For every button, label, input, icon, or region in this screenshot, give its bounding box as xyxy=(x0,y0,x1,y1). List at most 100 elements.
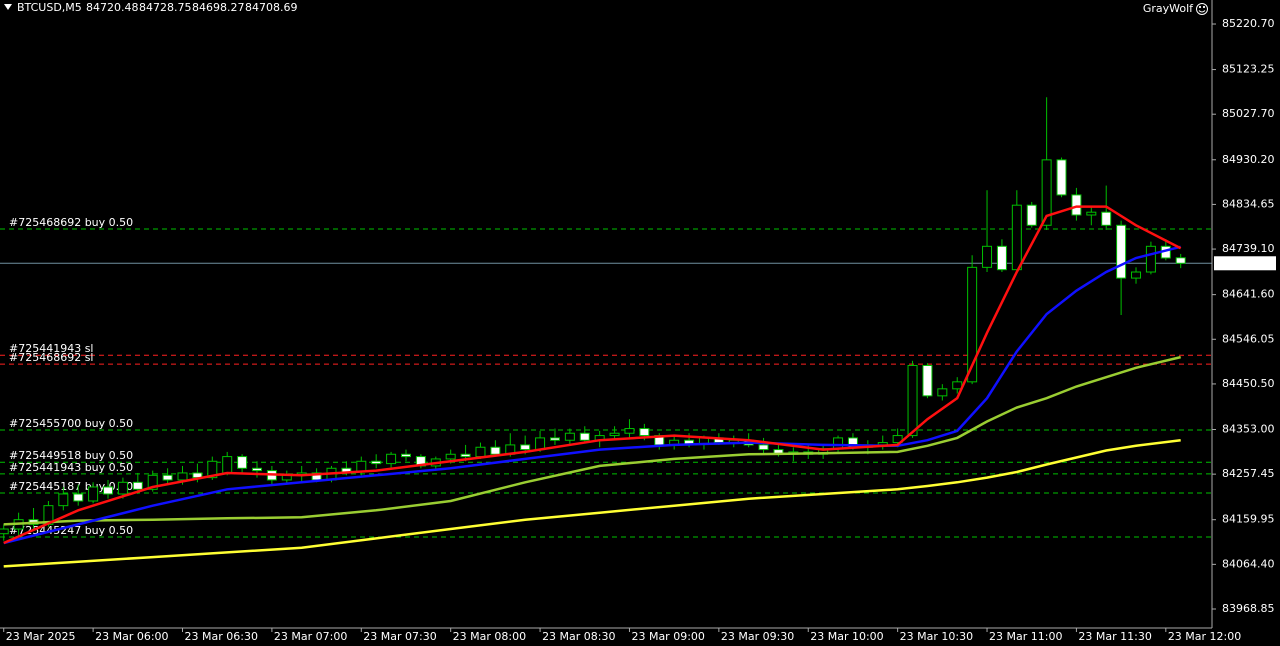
order-label: #725449518 buy 0.50 xyxy=(9,449,133,462)
candle-body xyxy=(564,432,575,441)
y-tick-label: 84450.50 xyxy=(1222,377,1275,390)
candle-body xyxy=(1056,159,1067,196)
x-tick-label: 23 Mar 11:00 xyxy=(989,630,1062,643)
candle-body xyxy=(520,444,531,451)
header-close: 84708.69 xyxy=(245,1,298,14)
candle-body xyxy=(952,381,963,390)
candle-body xyxy=(937,388,948,397)
candle-body xyxy=(579,432,590,441)
order-label: #725445187 buy 0.50 xyxy=(9,480,133,493)
candle-body xyxy=(237,456,248,469)
candle-body xyxy=(1116,224,1127,279)
plot: #725468692 buy 0.50 #725441943 sl#7254686… xyxy=(0,97,1212,568)
candle-body xyxy=(624,428,635,434)
y-tick-label: 85027.70 xyxy=(1222,107,1275,120)
candle-body xyxy=(0,528,9,535)
candle-body xyxy=(475,446,486,458)
menu-arrow[interactable] xyxy=(4,4,12,10)
candle-body xyxy=(892,435,903,444)
candle-body xyxy=(88,486,99,502)
x-tick-label: 23 Mar 12:00 xyxy=(1168,630,1241,643)
x-tick-label: 23 Mar 08:30 xyxy=(542,630,615,643)
x-tick-label: 23 Mar 07:30 xyxy=(363,630,436,643)
candle-body xyxy=(922,364,933,397)
candle-body xyxy=(1026,204,1037,226)
y-tick-label: 84834.65 xyxy=(1222,197,1275,210)
x-tick-label: 23 Mar 09:30 xyxy=(721,630,794,643)
moving-average xyxy=(3,438,1181,568)
candle-body xyxy=(549,437,560,441)
candle-body xyxy=(58,493,69,507)
y-tick-label: 85123.25 xyxy=(1222,63,1275,76)
header-low: 84698.27 xyxy=(192,1,245,14)
x-tick-label: 23 Mar 08:00 xyxy=(453,630,526,643)
moving-average xyxy=(3,355,1181,526)
x-tick-label: 23 Mar 07:00 xyxy=(274,630,347,643)
candle-body xyxy=(386,453,397,465)
y-tick-label: 84641.60 xyxy=(1222,288,1275,301)
order-label: #725441943 buy 0.50 xyxy=(9,461,133,474)
x-tick-label: 23 Mar 09:00 xyxy=(631,630,704,643)
candle-body xyxy=(1175,257,1186,264)
candle-body xyxy=(1145,245,1156,273)
smiley xyxy=(1196,3,1208,15)
x-tick-label: 23 Mar 10:30 xyxy=(900,630,973,643)
y-tick-label: 85220.70 xyxy=(1222,17,1275,30)
candle-body xyxy=(445,453,456,460)
candle-body xyxy=(639,428,650,437)
header-open: 84720.48 xyxy=(86,1,139,14)
candle-body xyxy=(1086,211,1097,216)
candle-body xyxy=(400,453,411,458)
x-tick-label: 23 Mar 11:30 xyxy=(1078,630,1151,643)
candle-body xyxy=(222,456,233,474)
x-tick-label: 23 Mar 2025 xyxy=(6,630,76,643)
order-label: #725468692 buy 0.50 xyxy=(9,216,133,229)
candle-body xyxy=(1041,159,1052,226)
candle-body xyxy=(460,453,471,458)
x-tick-label: 23 Mar 10:00 xyxy=(810,630,883,643)
candle-body xyxy=(907,364,918,437)
y-tick-label: 84159.95 xyxy=(1222,513,1275,526)
candle-body xyxy=(207,460,218,479)
brand: GrayWolf xyxy=(1143,2,1194,15)
candle-body xyxy=(833,437,844,450)
y-tick-label: 84930.20 xyxy=(1222,153,1275,166)
candle-body xyxy=(371,460,382,465)
candle-body xyxy=(1101,211,1112,226)
candle-body xyxy=(117,481,128,495)
candle-body xyxy=(162,474,173,481)
candle-body xyxy=(103,486,114,495)
candle-body xyxy=(147,474,158,490)
candle-body xyxy=(967,266,978,383)
price-label: 84708.69 xyxy=(1218,256,1271,269)
order-label: #725455700 buy 0.50 xyxy=(9,417,133,430)
symbol: BTCUSD,M5 xyxy=(17,1,82,14)
y-tick-label: 84353.00 xyxy=(1222,422,1275,435)
candle-body xyxy=(252,467,263,472)
candle-body xyxy=(73,493,84,502)
moving-average xyxy=(3,205,1182,545)
candle-body xyxy=(132,481,143,490)
y-tick-label: 84257.45 xyxy=(1222,467,1275,480)
candle-body xyxy=(758,444,769,451)
candle-body xyxy=(609,432,620,437)
order-label: #725468692 sl xyxy=(9,351,94,364)
candle-body xyxy=(1071,194,1082,216)
x-tick-label: 23 Mar 06:30 xyxy=(185,630,258,643)
candle-body xyxy=(490,446,501,455)
y-tick-label: 83968.85 xyxy=(1222,602,1275,615)
y-tick-label: 84064.40 xyxy=(1222,557,1275,570)
y-tick-label: 84546.05 xyxy=(1222,332,1275,345)
y-tick-label: 84739.10 xyxy=(1222,242,1275,255)
candle-body xyxy=(982,245,993,268)
candle-body xyxy=(177,472,188,481)
candle-body xyxy=(1011,204,1022,271)
candle-body xyxy=(1131,271,1142,279)
x-tick-label: 23 Mar 06:00 xyxy=(95,630,168,643)
header-high: 84728.75 xyxy=(139,1,192,14)
price-label-box xyxy=(1214,256,1276,271)
order-label: #725441943 sl xyxy=(9,342,94,355)
candle-body xyxy=(996,245,1007,271)
